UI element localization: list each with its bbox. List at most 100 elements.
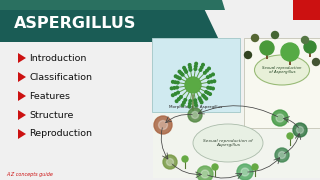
Circle shape [181, 104, 184, 106]
Circle shape [195, 62, 197, 65]
Bar [266, 55, 268, 59]
Circle shape [205, 91, 207, 93]
Circle shape [163, 155, 177, 169]
Circle shape [185, 71, 188, 73]
Circle shape [212, 87, 214, 90]
Circle shape [172, 94, 174, 96]
Bar [153, 106, 320, 178]
Circle shape [188, 64, 191, 66]
Text: Structure: Structure [29, 111, 73, 120]
Circle shape [237, 164, 253, 180]
Circle shape [191, 111, 198, 118]
Circle shape [272, 110, 288, 126]
Circle shape [180, 96, 182, 98]
Polygon shape [18, 110, 26, 120]
Circle shape [208, 67, 210, 70]
Circle shape [212, 73, 214, 76]
Circle shape [174, 75, 177, 78]
Polygon shape [18, 129, 26, 139]
Circle shape [184, 99, 187, 101]
Bar [289, 61, 291, 65]
Circle shape [174, 81, 177, 84]
Circle shape [209, 87, 212, 89]
Circle shape [313, 58, 319, 66]
Text: A Z concepts guide: A Z concepts guide [6, 172, 53, 177]
Circle shape [207, 92, 209, 94]
Circle shape [204, 96, 206, 98]
Circle shape [154, 116, 172, 134]
Polygon shape [0, 0, 220, 42]
Bar [309, 53, 311, 57]
Ellipse shape [193, 124, 263, 162]
Ellipse shape [254, 55, 309, 85]
Circle shape [281, 43, 299, 61]
Circle shape [200, 101, 203, 104]
Circle shape [195, 65, 197, 68]
Circle shape [170, 87, 173, 90]
Circle shape [178, 98, 180, 100]
Circle shape [210, 80, 213, 83]
Circle shape [271, 31, 278, 39]
Circle shape [177, 91, 179, 94]
Circle shape [301, 37, 308, 44]
Circle shape [195, 104, 197, 107]
Circle shape [194, 102, 197, 104]
Polygon shape [18, 91, 26, 101]
Circle shape [207, 86, 210, 89]
Text: Reproduction: Reproduction [29, 129, 92, 138]
Circle shape [176, 86, 178, 89]
Polygon shape [18, 53, 26, 63]
Circle shape [287, 133, 293, 139]
Circle shape [181, 73, 184, 76]
Circle shape [194, 99, 196, 102]
Text: ASPERGILLUS: ASPERGILLUS [14, 15, 136, 30]
Circle shape [188, 105, 191, 108]
Polygon shape [18, 72, 26, 82]
Text: Morphology of Aspergillus: Morphology of Aspergillus [169, 105, 223, 109]
Bar [152, 38, 240, 112]
Circle shape [200, 66, 203, 69]
Circle shape [188, 108, 202, 122]
Circle shape [174, 93, 177, 95]
Circle shape [194, 68, 197, 70]
Circle shape [202, 94, 204, 97]
Bar [244, 38, 320, 128]
Circle shape [175, 100, 178, 102]
Circle shape [166, 159, 173, 165]
Circle shape [206, 69, 208, 72]
Circle shape [183, 101, 185, 104]
Circle shape [297, 127, 303, 134]
Circle shape [275, 148, 289, 162]
Circle shape [176, 81, 179, 84]
Circle shape [179, 77, 181, 80]
Circle shape [180, 72, 182, 75]
Circle shape [189, 66, 191, 69]
Circle shape [185, 77, 201, 93]
Circle shape [212, 164, 218, 170]
Circle shape [241, 168, 249, 176]
Circle shape [208, 81, 210, 84]
Circle shape [197, 166, 213, 180]
Text: Classification: Classification [29, 73, 92, 82]
Circle shape [172, 80, 174, 83]
Circle shape [176, 76, 179, 79]
Circle shape [209, 93, 212, 95]
Text: Introduction: Introduction [29, 53, 86, 62]
Circle shape [202, 64, 204, 66]
Text: Features: Features [29, 91, 70, 100]
Circle shape [260, 41, 274, 55]
Circle shape [178, 70, 181, 73]
Circle shape [204, 71, 206, 74]
Circle shape [276, 114, 284, 122]
Circle shape [244, 51, 252, 58]
Circle shape [199, 99, 202, 102]
Circle shape [173, 87, 176, 89]
Circle shape [252, 164, 258, 170]
Circle shape [205, 97, 208, 100]
Circle shape [189, 69, 192, 71]
Circle shape [199, 69, 202, 71]
Circle shape [209, 75, 212, 77]
Bar [293, 0, 320, 20]
Circle shape [198, 97, 201, 100]
Circle shape [206, 76, 209, 78]
